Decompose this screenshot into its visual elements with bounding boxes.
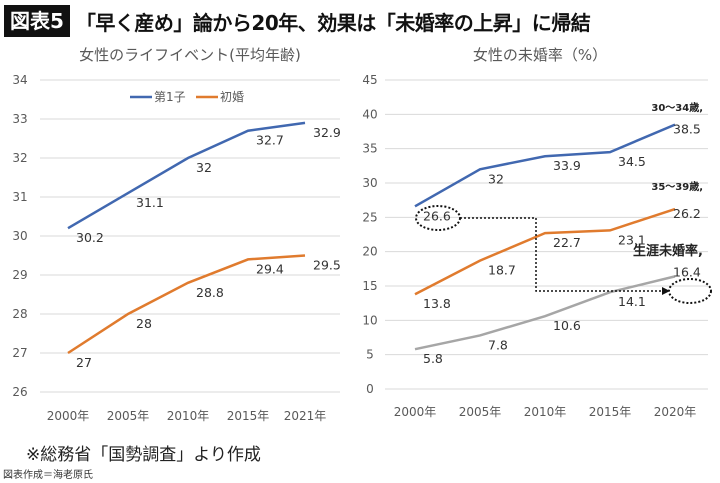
data-label: 18.7	[488, 263, 516, 278]
legend-label: 第1子	[154, 90, 186, 104]
y-tick-label: 0	[366, 382, 374, 396]
y-tick-label: 26	[12, 385, 27, 399]
y-tick-label: 15	[362, 279, 377, 293]
data-label: 16.4	[673, 264, 701, 279]
y-tick-label: 25	[362, 210, 377, 224]
x-tick-label: 2005年	[459, 405, 502, 419]
data-label: 28.8	[196, 285, 224, 300]
data-label: 22.7	[553, 235, 581, 250]
title-row: 図表5 「早く産め」論から20年、効果は「未婚率の上昇」に帰結	[4, 4, 591, 38]
series-annotation: 生涯未婚率,	[633, 243, 703, 259]
y-tick-label: 20	[362, 245, 377, 259]
arrow-head-icon	[662, 287, 670, 295]
data-label: 34.5	[618, 154, 646, 169]
figure-number-badge: 図表5	[4, 5, 70, 37]
series-line-2	[414, 275, 676, 351]
data-label: 26.6	[423, 208, 451, 223]
series-annotation: 35～39歳,	[651, 180, 703, 193]
data-label: 14.1	[618, 294, 646, 309]
x-tick-label: 2021年	[284, 409, 327, 423]
x-tick-label: 2015年	[589, 405, 632, 419]
y-tick-label: 5	[366, 348, 374, 362]
y-tick-label: 10	[362, 313, 377, 327]
y-tick-label: 40	[362, 107, 377, 121]
y-tick-label: 45	[362, 73, 377, 87]
chart-title: 女性の未婚率（%）	[473, 46, 607, 64]
x-tick-label: 2000年	[394, 405, 437, 419]
data-label: 29.4	[256, 261, 284, 276]
data-label: 31.1	[136, 195, 164, 210]
x-tick-label: 2010年	[167, 409, 210, 423]
highlight-circle	[668, 278, 712, 304]
data-label: 10.6	[553, 318, 581, 333]
legend-label: 初婚	[220, 90, 244, 104]
data-label: 13.8	[423, 296, 451, 311]
y-tick-label: 35	[362, 142, 377, 156]
data-label: 5.8	[423, 351, 443, 366]
data-label: 32	[488, 171, 504, 186]
x-tick-label: 2020年	[654, 405, 697, 419]
credit: 図表作成＝海老原氏	[3, 470, 93, 481]
y-tick-label: 34	[12, 73, 27, 87]
y-tick-label: 32	[12, 151, 27, 165]
x-tick-label: 2015年	[227, 409, 270, 423]
headline: 「早く産め」論から20年、効果は「未婚率の上昇」に帰結	[75, 10, 591, 35]
y-tick-label: 33	[12, 112, 27, 126]
data-label: 28	[136, 316, 152, 331]
data-label: 38.5	[673, 122, 701, 137]
data-label: 26.2	[673, 206, 701, 221]
data-label: 29.5	[313, 258, 341, 273]
data-label: 32.7	[256, 133, 284, 148]
y-tick-label: 27	[12, 346, 27, 360]
data-label: 32	[196, 160, 212, 175]
x-tick-label: 2000年	[47, 409, 90, 423]
data-label: 32.9	[313, 125, 341, 140]
data-label: 23.1	[618, 232, 646, 247]
data-label: 7.8	[488, 337, 508, 352]
series-annotation: 30～34歳,	[651, 101, 703, 114]
y-tick-label: 28	[12, 307, 27, 321]
x-tick-label: 2010年	[524, 405, 567, 419]
data-label: 27	[76, 355, 92, 370]
x-tick-label: 2005年	[107, 409, 150, 423]
connector-arrow	[460, 217, 664, 292]
data-label: 30.2	[76, 230, 104, 245]
data-label: 33.9	[553, 158, 581, 173]
source-note: ※総務省「国勢調査」より作成	[26, 445, 261, 465]
chart-title: 女性のライフイベント(平均年齢)	[79, 46, 301, 64]
y-tick-label: 30	[362, 176, 377, 190]
y-tick-label: 29	[12, 268, 27, 282]
y-tick-label: 31	[12, 190, 27, 204]
y-tick-label: 30	[12, 229, 27, 243]
